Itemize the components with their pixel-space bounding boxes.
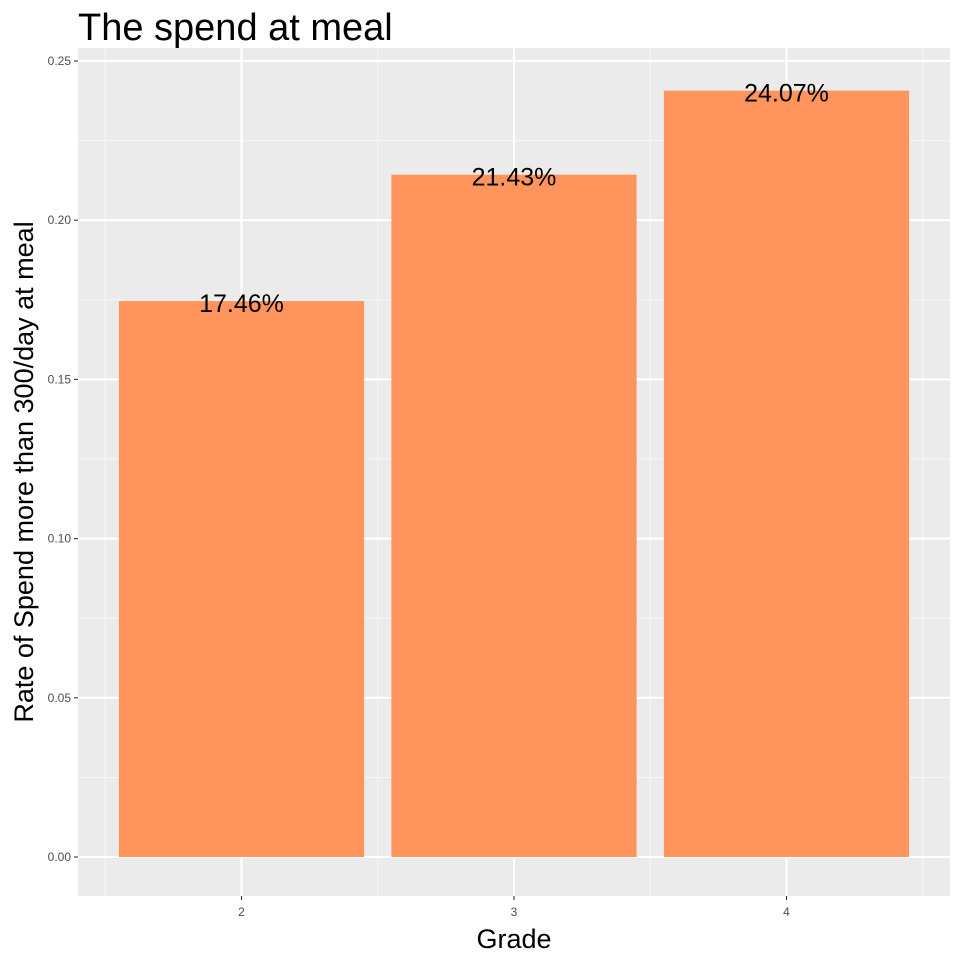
bar-grade-2 (118, 301, 365, 857)
y-tick-label: 0.10 (48, 532, 72, 546)
y-axis: 0.00 0.05 0.10 0.15 0.20 0.25 (48, 54, 78, 864)
x-tick-label: 2 (238, 905, 245, 919)
x-tick-label: 3 (511, 905, 518, 919)
x-axis-title: Grade (476, 924, 551, 954)
bar-grade-4 (663, 90, 910, 857)
y-tick-label: 0.15 (48, 372, 72, 386)
y-tick-label: 0.25 (48, 54, 72, 68)
x-tick-label: 4 (783, 905, 790, 919)
data-label: 21.43% (472, 164, 557, 192)
data-label: 17.46% (199, 290, 284, 318)
y-tick-label: 0.00 (48, 850, 72, 864)
data-label: 24.07% (744, 80, 829, 108)
x-axis: 2 3 4 (238, 896, 790, 919)
chart-title: The spend at meal (78, 7, 393, 49)
data-labels: 17.46% 21.43% 24.07% (199, 80, 829, 318)
bar-grade-3 (391, 174, 637, 857)
y-axis-title: Rate of Spend more than 300/day at meal (9, 221, 39, 722)
y-tick-label: 0.05 (48, 691, 72, 705)
bars (118, 90, 910, 857)
y-tick-label: 0.20 (48, 213, 72, 227)
